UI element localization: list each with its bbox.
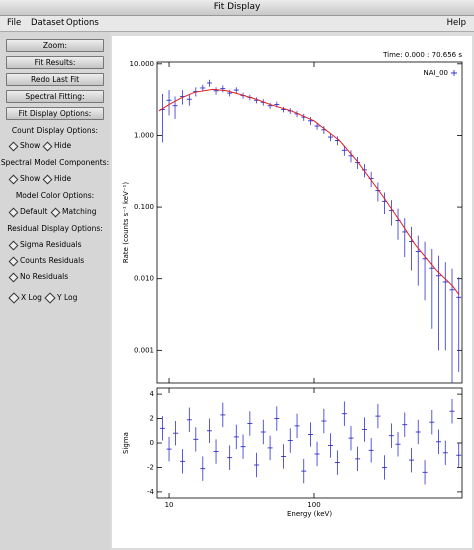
y-tick-label: 4 — [150, 390, 155, 398]
y-tick-label: 2 — [150, 415, 154, 423]
legend-marker — [451, 70, 457, 76]
y-axis-label: Rate (counts s⁻¹ keV⁻¹) — [122, 182, 130, 263]
annotation: Time: 0.000 : 70.656 s — [382, 51, 462, 59]
y-tick-label: 0.010 — [134, 275, 154, 283]
menu-item[interactable]: Options — [66, 18, 99, 28]
radio[interactable]: No Residuals — [10, 272, 68, 281]
y-axis-label: Sigma — [122, 432, 130, 454]
group-label: Model Color Options: — [15, 191, 95, 200]
y-tick-label: 1.000 — [134, 131, 154, 139]
button[interactable]: Fit Display Options: — [6, 107, 104, 120]
legend-label: NAI_00 — [424, 69, 449, 77]
x-axis-label: Energy (keV) — [287, 510, 332, 518]
axes-frame — [156, 387, 463, 499]
window-title: Fit Display — [213, 2, 261, 12]
sidebar: Zoom: Fit Results: Redo Last Fit Spectra… — [0, 32, 110, 550]
button[interactable]: Redo Last Fit — [6, 73, 104, 86]
radio[interactable]: Hide — [44, 141, 71, 150]
y-tick-label: -4 — [147, 488, 155, 496]
group-label: Count Display Options: — [11, 126, 99, 135]
y-tick-label: 0 — [150, 439, 154, 447]
button[interactable]: Spectral Fitting: — [6, 90, 104, 103]
menu-bar: File Dataset Options Help — [0, 16, 474, 32]
menu-item[interactable]: Help — [446, 18, 466, 28]
y-tick-label: 0.001 — [134, 346, 154, 354]
menu-item[interactable]: File — [7, 18, 22, 28]
radio[interactable]: Sigma Residuals — [10, 240, 81, 249]
radio[interactable]: Default — [10, 207, 47, 216]
button[interactable]: Fit Results: — [6, 56, 104, 69]
title-bar: Fit Display — [0, 0, 474, 16]
model-line — [158, 88, 460, 295]
y-tick-label: 0.100 — [134, 203, 154, 211]
radio[interactable]: Matching — [52, 207, 96, 216]
x-tick-label: 100 — [307, 501, 320, 509]
group-label: Spectral Model Components: — [0, 158, 110, 167]
group-label: Residual Display Options: — [7, 224, 103, 233]
y-tick-label: 10.000 — [130, 60, 155, 68]
y-tick-label: -2 — [147, 463, 154, 471]
x-tick-label: 10 — [165, 501, 174, 509]
checkbox[interactable]: Y Log — [46, 293, 77, 302]
checkbox[interactable]: X Log — [10, 293, 42, 302]
plot-content — [158, 79, 462, 383]
menu-item[interactable]: Dataset — [31, 18, 65, 28]
radio[interactable]: Show — [10, 141, 40, 150]
radio[interactable]: Show — [10, 174, 40, 183]
plot-area: 10.000 1.000 0.100 0.010 0.001 Rate (counts s… — [112, 36, 472, 548]
button[interactable]: Zoom: — [6, 39, 104, 52]
radio[interactable]: Hide — [44, 174, 71, 183]
radio[interactable]: Counts Residuals — [10, 256, 84, 265]
plot-content — [159, 399, 462, 485]
axes-frame — [156, 61, 463, 384]
